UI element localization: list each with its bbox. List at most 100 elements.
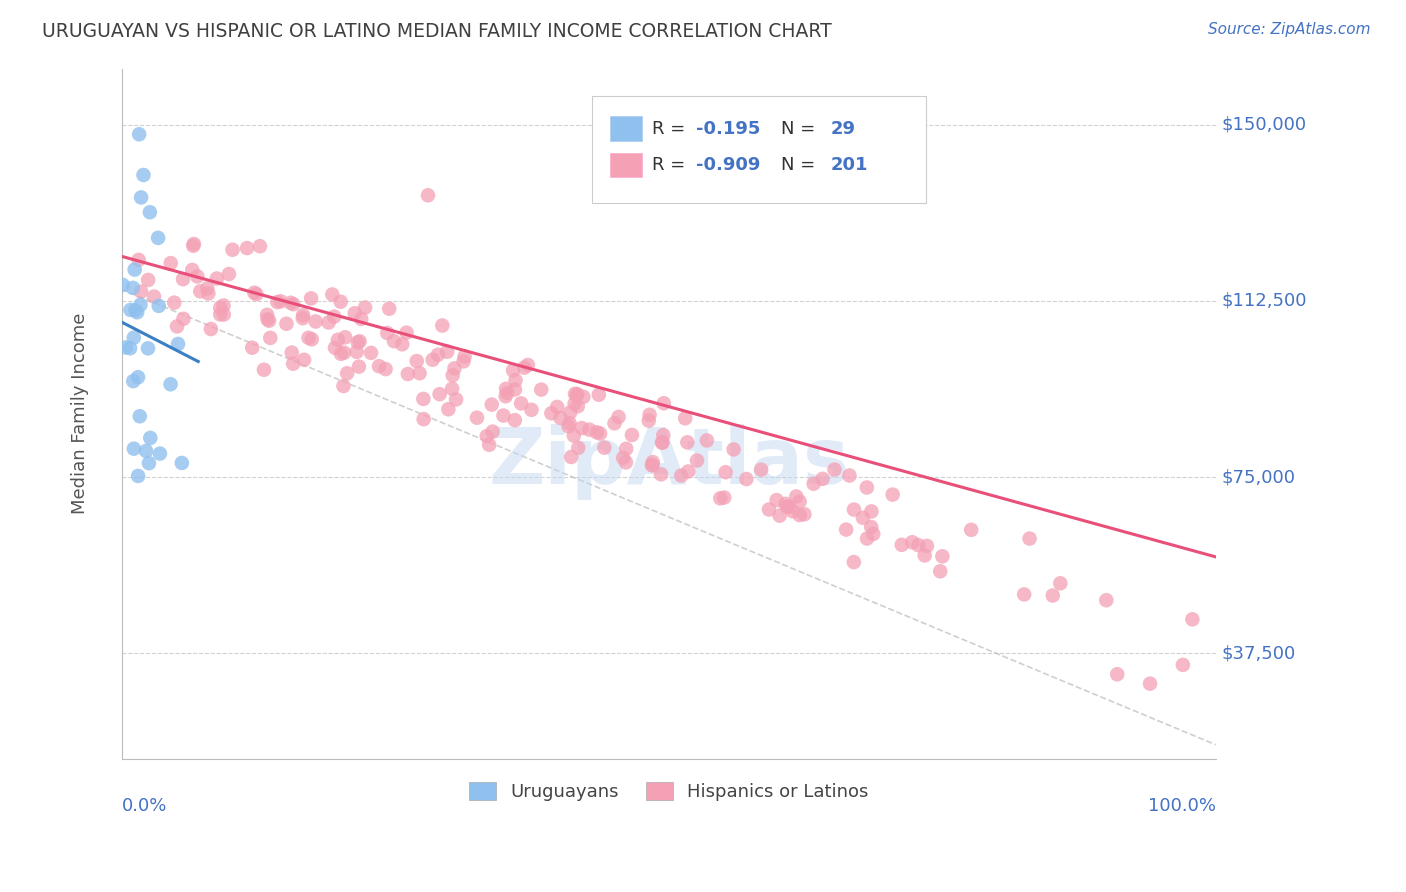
Text: 201: 201 <box>831 156 868 174</box>
Point <box>127 370 149 384</box>
Point <box>758 502 780 516</box>
Point <box>195 281 218 295</box>
Point <box>614 455 637 469</box>
Point <box>318 316 340 330</box>
Point <box>124 262 146 277</box>
Point <box>588 388 610 402</box>
Text: R =: R = <box>652 120 692 137</box>
Point <box>172 272 194 286</box>
Point <box>412 412 434 426</box>
Point <box>696 434 718 448</box>
Point <box>197 286 219 301</box>
Text: Median Family Income: Median Family Income <box>72 313 89 515</box>
Point <box>713 491 735 505</box>
Point <box>723 442 745 457</box>
Point <box>128 128 150 142</box>
Point <box>236 241 259 255</box>
Point <box>243 285 266 300</box>
Point <box>769 508 792 523</box>
Point <box>558 417 581 431</box>
Point <box>842 555 865 569</box>
Point <box>114 340 136 354</box>
Point <box>651 435 673 450</box>
Point <box>396 367 419 381</box>
Point <box>749 462 772 476</box>
Point <box>329 294 352 309</box>
Point <box>782 504 804 518</box>
Point <box>336 366 359 380</box>
Point <box>789 508 811 522</box>
Text: $150,000: $150,000 <box>1222 116 1306 134</box>
Point <box>1049 576 1071 591</box>
Text: 100.0%: 100.0% <box>1147 797 1216 814</box>
Point <box>481 425 503 439</box>
Text: Source: ZipAtlas.com: Source: ZipAtlas.com <box>1208 22 1371 37</box>
Point <box>297 331 319 345</box>
Point <box>453 354 475 368</box>
Point <box>240 341 263 355</box>
Point <box>960 523 983 537</box>
Point <box>1018 532 1040 546</box>
Point <box>540 406 562 420</box>
Text: $37,500: $37,500 <box>1222 644 1295 662</box>
Point <box>128 409 150 424</box>
Point <box>444 392 467 407</box>
Point <box>183 237 205 252</box>
Point <box>301 332 323 346</box>
Point <box>346 344 368 359</box>
Point <box>343 306 366 320</box>
Point <box>437 402 460 417</box>
Point <box>735 472 758 486</box>
Point <box>330 347 353 361</box>
Point <box>564 396 586 410</box>
Point <box>129 298 152 312</box>
Point <box>811 472 834 486</box>
Point <box>346 335 368 350</box>
Point <box>323 341 346 355</box>
Point <box>835 523 858 537</box>
Point <box>188 285 211 299</box>
Point <box>209 301 232 315</box>
Point <box>127 469 149 483</box>
Point <box>136 342 159 356</box>
Point <box>890 538 912 552</box>
Point <box>412 392 434 406</box>
Point <box>778 500 800 514</box>
Point <box>256 308 278 322</box>
Point <box>852 510 875 524</box>
Point <box>323 310 346 324</box>
Point <box>842 502 865 516</box>
Point <box>127 305 149 319</box>
Point <box>1042 589 1064 603</box>
Point <box>122 331 145 345</box>
Point <box>775 497 797 511</box>
Point <box>253 363 276 377</box>
Point <box>931 549 953 564</box>
Point <box>200 322 222 336</box>
Point <box>163 295 186 310</box>
Text: URUGUAYAN VS HISPANIC OR LATINO MEDIAN FAMILY INCOME CORRELATION CHART: URUGUAYAN VS HISPANIC OR LATINO MEDIAN F… <box>42 22 832 41</box>
Point <box>299 291 322 305</box>
Point <box>136 273 159 287</box>
Point <box>510 396 533 410</box>
Point <box>218 267 240 281</box>
FancyBboxPatch shape <box>610 153 643 178</box>
Point <box>436 344 458 359</box>
Point <box>495 382 517 396</box>
Point <box>765 493 787 508</box>
Point <box>557 419 579 434</box>
Text: $75,000: $75,000 <box>1222 468 1295 486</box>
Point <box>789 494 811 508</box>
Point <box>129 285 152 299</box>
Point <box>292 352 315 367</box>
Point <box>503 383 526 397</box>
Point <box>572 390 595 404</box>
Point <box>785 490 807 504</box>
Point <box>651 435 673 450</box>
Point <box>257 314 280 328</box>
Point <box>280 295 302 310</box>
Point <box>1107 667 1129 681</box>
Point <box>585 425 607 440</box>
Point <box>416 188 439 202</box>
Point <box>432 318 454 333</box>
